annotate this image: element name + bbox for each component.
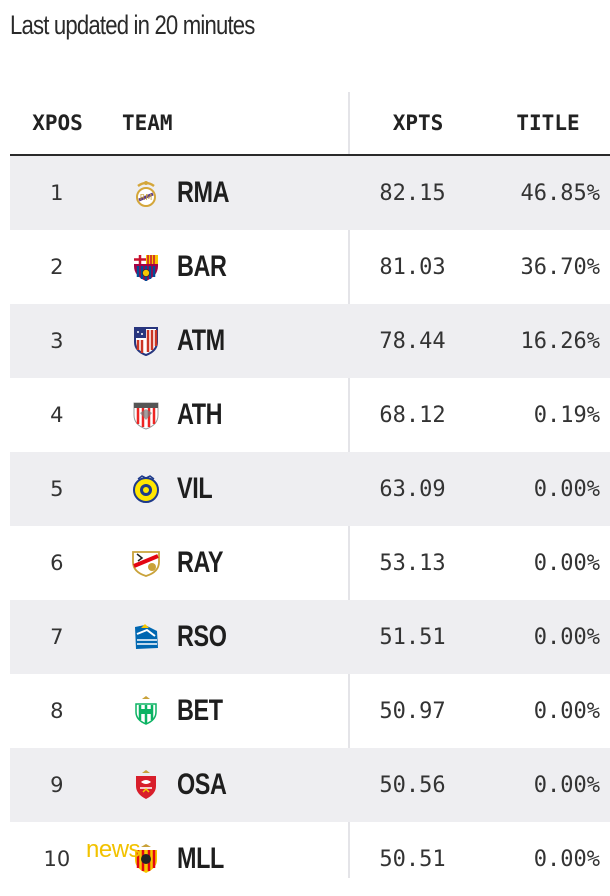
title-probability: 0.00% <box>533 698 600 724</box>
team-abbreviation: BAR <box>176 250 227 283</box>
team-cell: ATH <box>104 398 344 432</box>
real-sociedad-crest-icon <box>131 622 161 652</box>
title-probability: 0.00% <box>533 624 600 650</box>
title-probability: 36.70% <box>520 254 600 280</box>
last-updated-text: Last updated in 20 minutes <box>10 10 255 40</box>
title-probability: 0.00% <box>533 550 600 576</box>
table-row[interactable]: 1 RM RMA 82.15 46.85% <box>10 156 610 230</box>
title-probability: 0.19% <box>533 402 600 428</box>
row-position: 2 <box>50 255 64 279</box>
column-header-xpos[interactable]: XPOS <box>32 111 83 135</box>
title-probability: 0.00% <box>533 772 600 798</box>
rayo-crest-icon <box>131 548 161 578</box>
team-abbreviation: VIL <box>176 472 213 505</box>
row-position: 9 <box>50 773 64 797</box>
title-probability: 16.26% <box>520 328 600 354</box>
team-cell: BET <box>104 694 344 728</box>
villarreal-crest-icon <box>131 474 161 504</box>
xpts-value: 78.44 <box>379 328 446 354</box>
row-position: 3 <box>50 329 64 353</box>
team-abbreviation: RSO <box>176 620 227 653</box>
xpts-value: 50.51 <box>379 846 446 872</box>
barcelona-crest-icon <box>131 252 161 282</box>
table-row[interactable]: 6 RAY 53.13 0.00% <box>10 526 610 600</box>
osasuna-crest-icon <box>131 770 161 800</box>
team-abbreviation: RMA <box>176 176 230 209</box>
table-row[interactable]: 10 MLL 50.51 0.00% <box>10 822 610 896</box>
table-row[interactable]: 9 OSA 50.56 0.00% <box>10 748 610 822</box>
team-cell: BAR <box>104 250 344 284</box>
title-probability: 0.00% <box>533 476 600 502</box>
team-abbreviation: ATM <box>176 324 225 357</box>
title-probability: 46.85% <box>520 180 600 206</box>
team-cell: RAY <box>104 546 344 580</box>
row-position: 7 <box>50 625 64 649</box>
table-header: XPOS TEAM XPTS TITLE <box>10 92 610 156</box>
xpts-value: 82.15 <box>379 180 446 206</box>
table-row[interactable]: 2 BAR 81.03 36.70% <box>10 230 610 304</box>
team-cell: RM RMA <box>104 176 344 210</box>
table-row[interactable]: 4 ATH 68.12 0.19% <box>10 378 610 452</box>
row-position: 1 <box>50 181 64 205</box>
team-abbreviation: BET <box>176 694 223 727</box>
xpts-value: 63.09 <box>379 476 446 502</box>
xpts-value: 68.12 <box>379 402 446 428</box>
xpts-value: 50.97 <box>379 698 446 724</box>
table-row[interactable]: 5 VIL 63.09 0.00% <box>10 452 610 526</box>
standings-table: XPOS TEAM XPTS TITLE 1 RM RMA 82.15 46.8… <box>10 92 610 896</box>
xpts-value: 50.56 <box>379 772 446 798</box>
team-abbreviation: ATH <box>176 398 223 431</box>
real-madrid-crest-icon: RM <box>131 178 161 208</box>
xpts-value: 81.03 <box>379 254 446 280</box>
news-watermark: news <box>86 836 141 863</box>
row-position: 8 <box>50 699 64 723</box>
atletico-crest-icon <box>131 326 161 356</box>
column-header-title[interactable]: TITLE <box>516 111 580 135</box>
xpts-value: 51.51 <box>379 624 446 650</box>
row-position: 4 <box>50 403 64 427</box>
team-abbreviation: RAY <box>176 546 223 579</box>
team-cell: VIL <box>104 472 344 506</box>
team-cell: ATM <box>104 324 344 358</box>
table-row[interactable]: 7 RSO 51.51 0.00% <box>10 600 610 674</box>
team-abbreviation: OSA <box>176 768 227 801</box>
column-header-team[interactable]: TEAM <box>122 111 173 135</box>
column-header-xpts[interactable]: XPTS <box>392 111 444 135</box>
athletic-crest-icon <box>131 400 161 430</box>
xpts-value: 53.13 <box>379 550 446 576</box>
team-cell: OSA <box>104 768 344 802</box>
row-position: 5 <box>50 477 64 501</box>
table-row[interactable]: 3 ATM 78.44 16.26% <box>10 304 610 378</box>
mallorca-crest-icon <box>131 844 161 874</box>
row-position: 6 <box>50 551 64 575</box>
row-position: 10 <box>43 847 71 871</box>
team-cell: RSO <box>104 620 344 654</box>
betis-crest-icon <box>131 696 161 726</box>
team-abbreviation: MLL <box>176 842 224 875</box>
title-probability: 0.00% <box>533 846 600 872</box>
team-cell: MLL <box>104 842 344 876</box>
svg-text:RM: RM <box>140 193 153 202</box>
table-row[interactable]: 8 BET 50.97 0.00% <box>10 674 610 748</box>
